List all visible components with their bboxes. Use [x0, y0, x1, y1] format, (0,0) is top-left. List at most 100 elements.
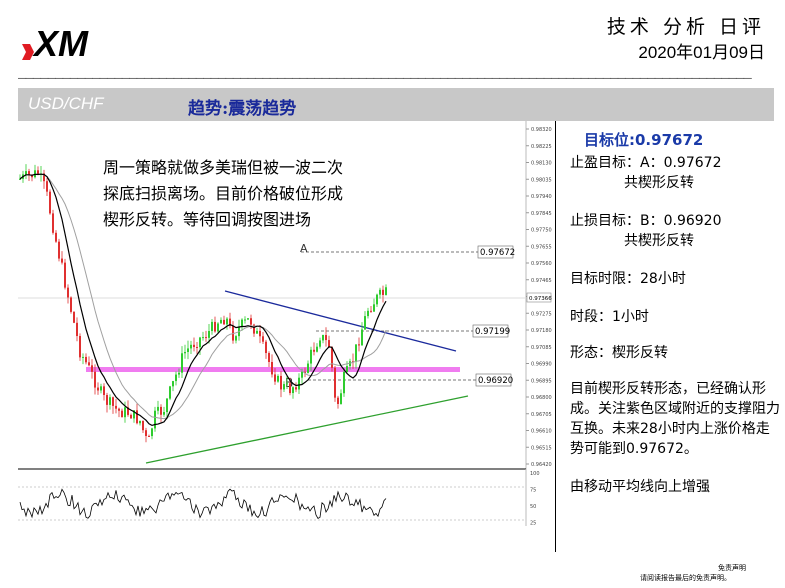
slow-moving-average — [19, 173, 387, 420]
trend-label: 趋势:震荡趋势 — [188, 99, 297, 119]
candle-body — [262, 336, 264, 342]
price-chart: 0.98320 0.98225 0.98130 0.98035 0.97940 0.978… — [18, 121, 552, 527]
candle-body — [352, 361, 354, 363]
candle-body — [364, 316, 366, 330]
logo-text: XM — [32, 23, 89, 62]
candle-body — [175, 374, 177, 382]
candle-body — [76, 322, 78, 337]
price-tick-label: 0.97275 — [531, 311, 552, 317]
analysis-text: 目前楔形反转形态，已经确认形成。关注紫色区域附近的支撑阻力互换。未来28小时内上… — [570, 381, 780, 457]
candle-body — [145, 430, 147, 436]
oscillator-axis-ticks: 100 75 50 25 — [530, 471, 540, 527]
candle-body — [202, 337, 204, 339]
candle-body — [31, 174, 33, 178]
candle-body — [43, 173, 45, 182]
price-tick-label: 0.97655 — [531, 244, 552, 250]
take-profit: 止盈目标：A：0.97672 — [570, 155, 722, 171]
candle-body — [178, 372, 180, 375]
price-tick-label: 0.98130 — [531, 161, 552, 167]
resistance-trendline — [224, 290, 457, 352]
candle-body — [85, 356, 87, 363]
price-tick-label: 0.96610 — [531, 429, 552, 435]
price-tick-label: 0.98225 — [531, 144, 552, 150]
candle-body — [274, 374, 276, 382]
candle-body — [229, 318, 231, 326]
candle-body — [187, 348, 189, 352]
candle-body — [67, 287, 69, 298]
current-price-label: 0.97366 — [529, 296, 552, 302]
candle-body — [292, 387, 294, 394]
candle-body — [214, 321, 216, 332]
candle-body — [337, 397, 339, 404]
candle-body — [307, 363, 309, 373]
candle-body — [286, 383, 288, 385]
candle-body — [130, 414, 132, 419]
price-tick-label: 0.97750 — [531, 228, 552, 234]
osc-tick-label: 100 — [530, 471, 540, 477]
candle-body — [148, 435, 150, 437]
candle-body — [115, 405, 117, 409]
candle-body — [277, 375, 279, 382]
chart-note: 周一策略就做多美瑞但被一波二次 探底扫损离场。目前价格破位形成 楔形反转。等待回… — [103, 155, 423, 233]
candle-body — [235, 336, 237, 341]
logo-red-mark — [22, 44, 34, 60]
candle-body — [382, 289, 384, 295]
candle-body — [379, 289, 381, 295]
candle-body — [100, 386, 102, 391]
candle-body — [304, 371, 306, 373]
candle-body — [373, 304, 375, 312]
price-axis-ticks: 0.98320 0.98225 0.98130 0.98035 0.97940 0.978… — [526, 127, 552, 468]
candle-body — [316, 346, 318, 352]
candle-body — [184, 351, 186, 354]
price-tick-label: 0.97465 — [531, 278, 552, 284]
price-tick-label: 0.97845 — [531, 211, 552, 217]
mid-level-box — [472, 324, 509, 338]
stop-level-box — [475, 373, 512, 387]
candle-body — [280, 375, 282, 390]
stop-loss-note: 共楔形反转 — [624, 233, 694, 249]
candle-body — [325, 335, 327, 341]
candle-body — [163, 412, 165, 415]
price-tick-label: 0.97085 — [531, 345, 552, 351]
point-b-label: B — [285, 376, 293, 390]
price-tick-label: 0.97940 — [531, 194, 552, 200]
candle-body — [112, 397, 114, 406]
candle-body — [118, 408, 120, 411]
candle-body — [49, 191, 51, 214]
candle-body — [220, 319, 222, 324]
price-tick-label: 0.96515 — [531, 445, 552, 451]
candle-body — [340, 393, 342, 404]
price-tick-label: 0.96420 — [531, 462, 552, 468]
candle-body — [358, 344, 360, 346]
candle-body — [169, 386, 171, 399]
candle-body — [211, 321, 213, 332]
stop-level-label: 0.96920 — [478, 376, 513, 386]
candle-body — [346, 366, 348, 373]
candle-body — [253, 324, 255, 334]
candle-body — [295, 387, 297, 390]
osc-tick-label: 50 — [530, 504, 536, 510]
currency-pair: USD/CHF — [28, 94, 104, 113]
candle-body — [313, 349, 315, 352]
take-profit-note: 共楔形反转 — [624, 175, 694, 191]
candle-body — [205, 337, 207, 339]
price-tick-label: 0.96895 — [531, 378, 552, 384]
report-date: 2020年01月09日 — [638, 43, 765, 62]
candle-body — [55, 232, 57, 242]
candle-body — [166, 398, 168, 413]
candle-body — [103, 386, 105, 396]
candle-body — [172, 381, 174, 387]
candle-body — [157, 406, 159, 411]
candle-body — [106, 395, 108, 405]
osc-tick-label: 75 — [530, 488, 536, 494]
price-tick-label: 0.98035 — [531, 177, 552, 183]
price-tick-label: 0.96990 — [531, 362, 552, 368]
candle-body — [91, 365, 93, 372]
candle-body — [244, 319, 246, 321]
target-level-box — [477, 245, 514, 259]
candle-body — [376, 294, 378, 305]
candle-body — [181, 353, 183, 373]
mid-level-label: 0.97199 — [475, 327, 510, 337]
disclaimer: 免责声明 请阅读报告最后的免责声明。 — [640, 563, 780, 583]
candle-body — [241, 319, 243, 327]
